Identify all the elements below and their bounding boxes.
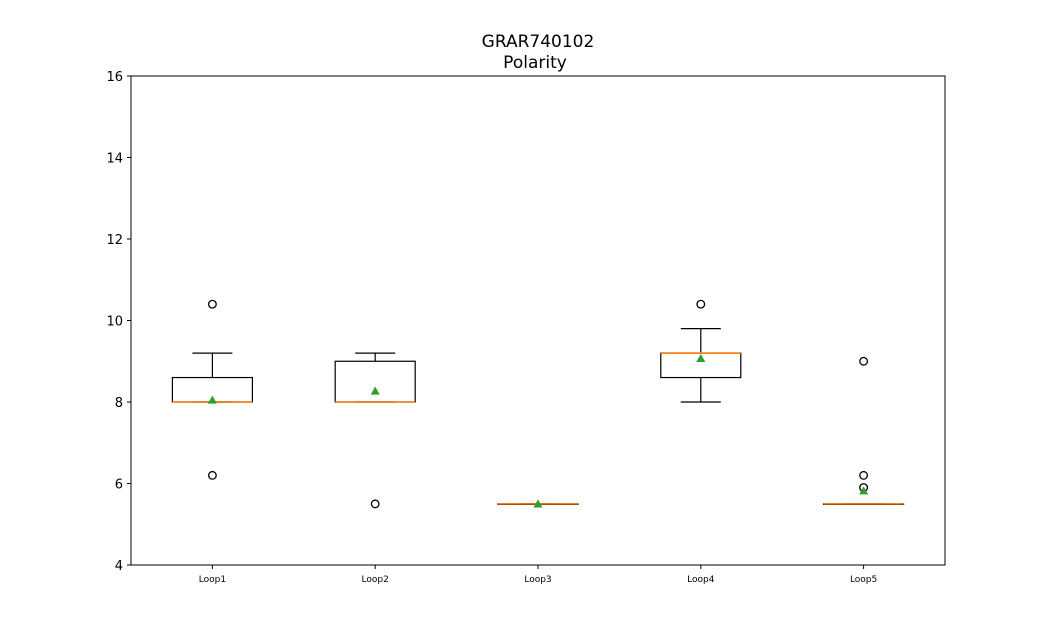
x-tick-label: Loop1 (199, 575, 226, 585)
plot-area: 4 6 8 10 12 14 16 Loop1 Loop2 Loop3 Loop4 Loop5 (106, 70, 946, 585)
outlier-point (696, 299, 706, 309)
chart-subtitle: Polarity (503, 53, 567, 73)
y-tick-label: 8 (115, 396, 123, 411)
mean-marker (207, 395, 217, 404)
outlier-point (207, 470, 217, 480)
y-tick-label: 6 (115, 478, 123, 493)
mean-marker (859, 486, 869, 495)
x-tick-label: Loop2 (362, 575, 389, 585)
box (334, 360, 416, 403)
mean-marker (533, 499, 543, 508)
y-tick-label: 12 (106, 233, 123, 248)
x-tick-label: Loop3 (524, 575, 551, 585)
chart-title: GRAR740102 (482, 32, 595, 52)
y-tick-label: 16 (106, 70, 123, 85)
mean-marker (370, 386, 380, 395)
mean-marker (696, 353, 706, 362)
x-tick-label: Loop5 (850, 575, 877, 585)
y-tick-label: 10 (106, 315, 123, 330)
x-tick-label: Loop4 (687, 575, 715, 585)
outlier-point (207, 299, 217, 309)
outlier-point (370, 499, 380, 509)
outlier-point (859, 356, 869, 366)
axes-frame (130, 75, 946, 566)
y-tick-label: 14 (106, 152, 123, 167)
outlier-point (859, 470, 869, 480)
y-tick-label: 4 (115, 559, 123, 574)
